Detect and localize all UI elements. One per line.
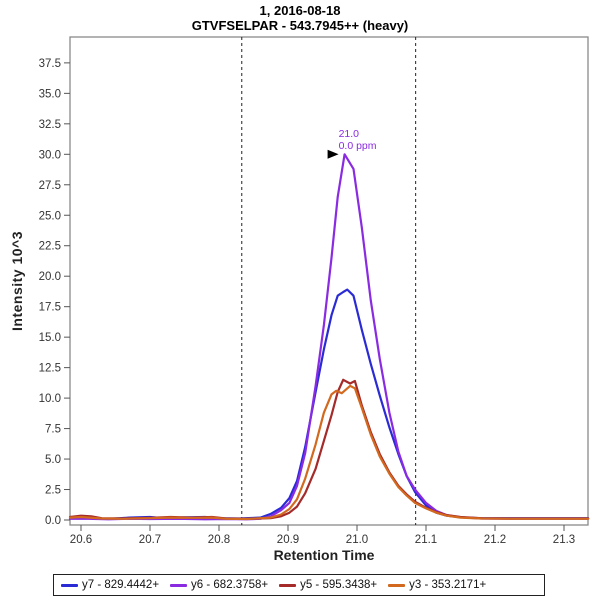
legend-label-y6: y6 - 682.3758+ [191, 579, 269, 591]
y-tick-label: 5.0 [45, 454, 61, 466]
x-tick-label: 20.9 [277, 534, 299, 546]
peak-annotation: 21.0 0.0 ppm [339, 128, 377, 152]
y5-line-swatch [279, 583, 297, 587]
y-tick-label: 15.0 [39, 332, 61, 344]
legend-item-y7: y7 - 829.4442+ [61, 579, 159, 591]
y-tick-label: 12.5 [39, 363, 61, 375]
y-tick-label: 10.0 [39, 393, 61, 405]
y-tick-label: 2.5 [45, 485, 61, 497]
x-tick-label: 21.3 [553, 534, 575, 546]
legend-item-y6: y6 - 682.3758+ [170, 579, 268, 591]
peak-ppm-label: 0.0 ppm [338, 140, 377, 153]
legend-label-y7: y7 - 829.4442+ [82, 579, 160, 591]
legend: y7 - 829.4442+ y6 - 682.3758+ y5 - 595.3… [53, 574, 545, 596]
y-tick-label: 0.0 [45, 515, 61, 527]
x-axis-title: Retention Time [273, 547, 375, 563]
series-y3-trace [68, 384, 590, 521]
x-tick-label: 20.6 [70, 534, 92, 546]
y-tick-label: 17.5 [39, 302, 61, 314]
peak-arrow-icon [327, 149, 339, 159]
plot-frame [69, 36, 589, 526]
peak-rt-label: 21.0 [338, 128, 360, 141]
y-tick-label: 25.0 [39, 210, 61, 222]
x-tick-label: 21.1 [415, 534, 437, 546]
y-tick-label: 35.0 [39, 88, 61, 100]
x-tick-label: 21.0 [346, 534, 368, 546]
legend-label-y5: y5 - 595.3438+ [300, 579, 378, 591]
x-tick-label: 20.7 [139, 534, 161, 546]
x-tick-label: 20.8 [208, 534, 230, 546]
y6-line-swatch [170, 583, 188, 587]
legend-label-y3: y3 - 353.2171+ [409, 579, 487, 591]
chart-title-block: 1, 2016-08-18 GTVFSELPAR - 543.7945++ (h… [0, 3, 600, 33]
y-axis-title: Intensity 10^3 [9, 231, 25, 331]
legend-item-y3: y3 - 353.2171+ [388, 579, 486, 591]
y-tick-label: 30.0 [39, 149, 61, 161]
y-tick-label: 7.5 [45, 424, 61, 436]
y7-line-swatch [61, 583, 78, 587]
series-y6-trace [68, 153, 590, 521]
x-tick-label: 21.2 [484, 534, 506, 546]
y-tick-label: 37.5 [39, 58, 61, 70]
legend-item-y5: y5 - 595.3438+ [279, 579, 377, 591]
series-y7-trace [68, 288, 590, 520]
y3-line-swatch [388, 583, 406, 587]
y-tick-label: 20.0 [39, 271, 61, 283]
y-tick-label: 27.5 [39, 180, 61, 192]
peptide-precursor-title: GTVFSELPAR - 543.7945++ (heavy) [191, 18, 409, 33]
y-tick-label: 32.5 [39, 119, 61, 131]
y-tick-label: 22.5 [39, 241, 61, 253]
replicate-title: 1, 2016-08-18 [259, 3, 341, 18]
